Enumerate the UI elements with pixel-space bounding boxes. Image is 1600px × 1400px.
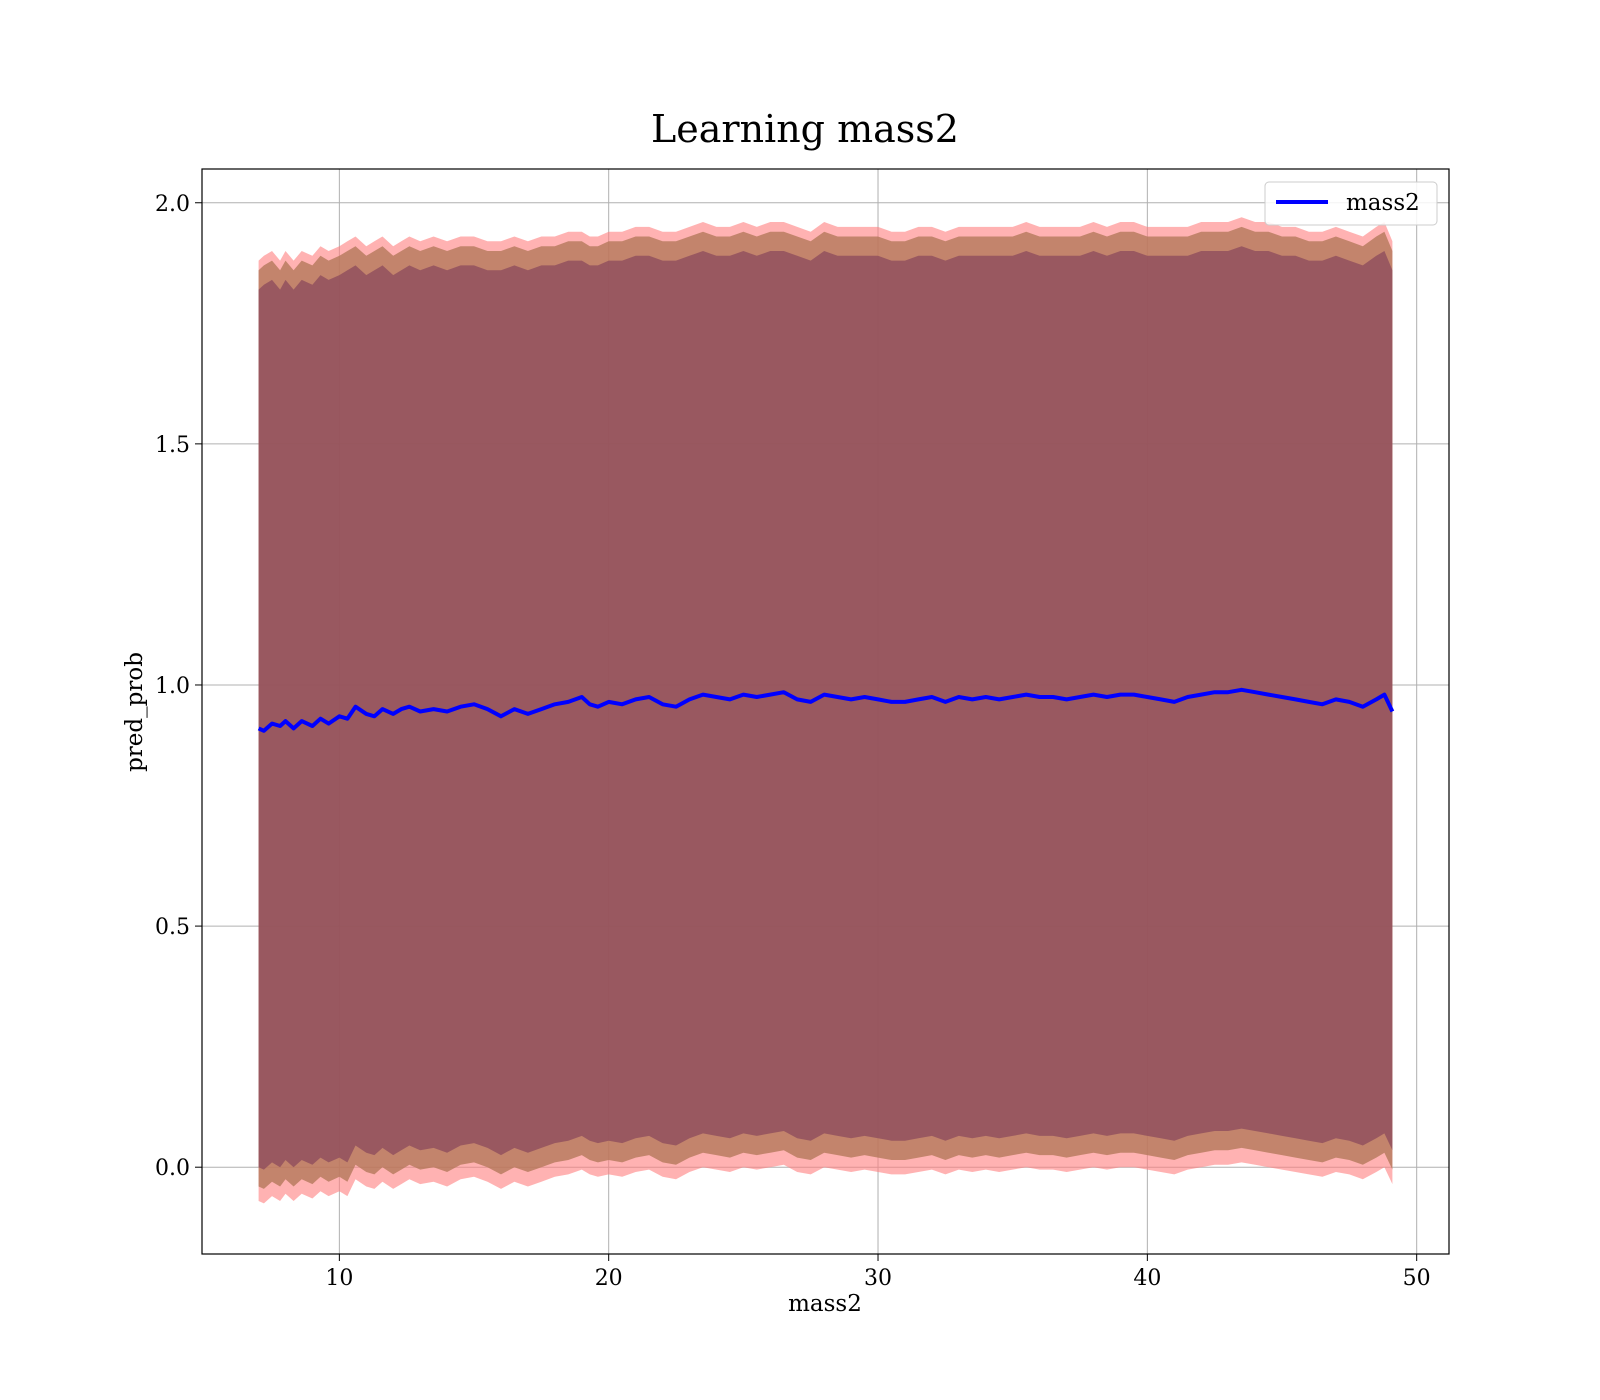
chart-title: Learning mass2 <box>651 107 959 151</box>
x-axis-label: mass2 <box>788 1291 862 1317</box>
y-axis-label: pred_prob <box>122 652 148 772</box>
y-tick-label-4: 2.0 <box>155 192 190 217</box>
y-axis-ticks: 0.0 0.5 1.0 1.5 2.0 <box>155 192 202 1181</box>
legend-box <box>1264 181 1438 226</box>
x-tick-label-1: 20 <box>595 1266 623 1291</box>
x-axis-ticks: 10 20 30 40 50 <box>325 1254 1431 1291</box>
confidence-bands <box>258 217 1393 1204</box>
y-tick-label-0: 0.0 <box>155 1156 190 1181</box>
x-tick-label-3: 40 <box>1133 1266 1161 1291</box>
band-inner <box>258 246 1393 1170</box>
y-tick-label-1: 0.5 <box>155 915 190 940</box>
x-tick-label-4: 50 <box>1403 1266 1431 1291</box>
plot-frame <box>201 168 1450 1255</box>
series-line-mass2 <box>257 687 1395 733</box>
x-tick-label-2: 30 <box>864 1266 892 1291</box>
legend-entry-mass2: mass2 <box>1346 190 1420 216</box>
legend: mass2 <box>1264 181 1438 226</box>
y-tick-label-3: 1.5 <box>155 433 190 458</box>
series-lines <box>257 687 1395 733</box>
y-tick-label-2: 1.0 <box>155 674 190 699</box>
x-tick-label-0: 10 <box>325 1266 353 1291</box>
